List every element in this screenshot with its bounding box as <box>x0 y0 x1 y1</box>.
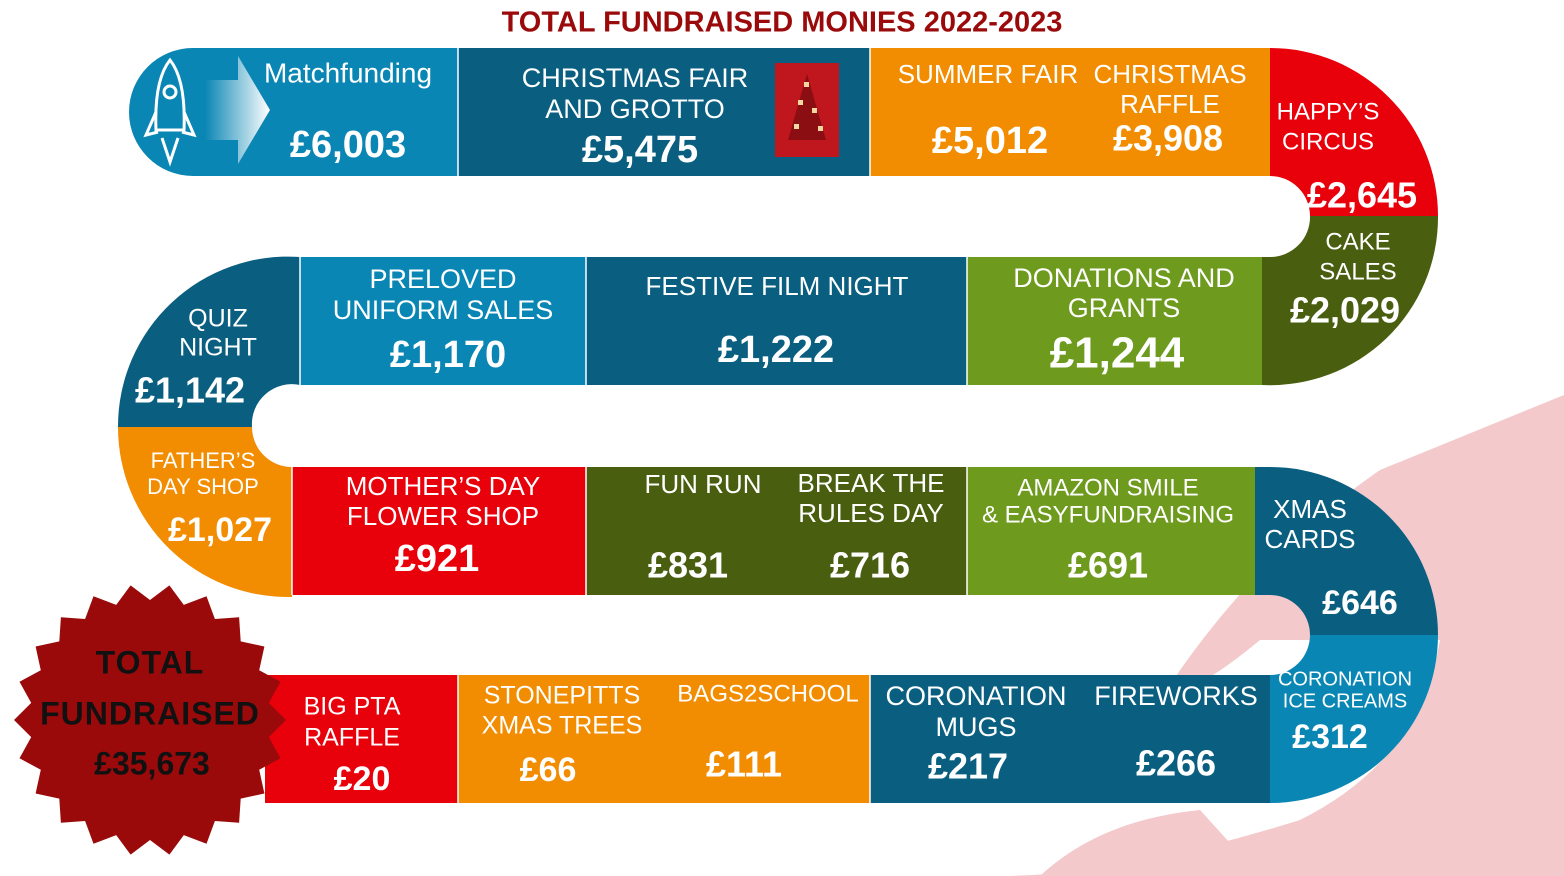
item-label: CARDS <box>1264 524 1355 554</box>
item-label: RAFFLE <box>1120 89 1220 119</box>
item-amount: £1,244 <box>1050 329 1185 378</box>
item-label: BREAK THE <box>798 468 945 498</box>
item-amount: £1,222 <box>718 329 834 371</box>
item-label: FLOWER SHOP <box>347 501 539 531</box>
item-label: AMAZON SMILE <box>1017 474 1198 501</box>
title: TOTAL FUNDRAISED MONIES 2022-2023 <box>502 7 1063 39</box>
item-amount: £1,027 <box>168 511 272 549</box>
item-amount: £2,645 <box>1307 175 1417 216</box>
item-amount: £266 <box>1136 743 1216 784</box>
item-label: CHRISTMAS <box>1093 59 1246 89</box>
item-amount: £312 <box>1292 718 1368 756</box>
item-amount: £691 <box>1068 545 1148 586</box>
item-label: HAPPY’S <box>1277 98 1380 125</box>
item-label: RAFFLE <box>304 724 400 752</box>
item-amount: £20 <box>334 760 391 798</box>
item-amount: £921 <box>395 538 480 580</box>
tree-image <box>775 63 839 157</box>
item-amount: £2,029 <box>1290 290 1400 331</box>
item-label: NIGHT <box>179 334 257 362</box>
item-amount: £1,170 <box>390 334 506 376</box>
item-label: FESTIVE FILM NIGHT <box>646 271 909 301</box>
item-amount: £1,142 <box>135 370 245 411</box>
item-label: CHRISTMAS FAIR <box>522 63 749 93</box>
item-label: DONATIONS AND <box>1013 263 1235 293</box>
item-label: FATHER’S <box>151 448 256 473</box>
item-label: GRANTS <box>1068 293 1181 323</box>
item-label: PRELOVED <box>369 264 516 294</box>
total-label: FUNDRAISED <box>40 695 260 731</box>
item-amount: £66 <box>520 751 577 789</box>
item-label: MUGS <box>936 712 1017 742</box>
item-label: CORONATION <box>886 681 1067 711</box>
item-label: XMAS <box>1273 494 1347 524</box>
item-label: UNIFORM SALES <box>333 295 554 325</box>
item-amount: £217 <box>928 746 1008 787</box>
item-amount: £716 <box>830 545 910 586</box>
item-amount: £5,475 <box>582 129 698 171</box>
item-amount: £5,012 <box>932 120 1048 162</box>
item-label: SUMMER FAIR <box>898 59 1079 89</box>
arrow-icon <box>205 56 270 164</box>
total-label: TOTAL <box>96 644 205 680</box>
background-decoration <box>1000 395 1564 876</box>
item-amount: £831 <box>648 545 728 586</box>
item-label: Matchfunding <box>264 57 432 88</box>
item-label: BAGS2SCHOOL <box>677 680 858 707</box>
item-label: DAY SHOP <box>147 474 259 499</box>
item-amount: £646 <box>1322 584 1398 622</box>
item-label: SALES <box>1319 258 1396 285</box>
item-label: CORONATION <box>1278 668 1412 690</box>
item-label: AND GROTTO <box>545 94 725 124</box>
item-amount: £6,003 <box>290 124 406 166</box>
item-label: ICE CREAMS <box>1283 690 1407 712</box>
item-label: XMAS TREES <box>482 712 643 740</box>
item-label: FIREWORKS <box>1094 681 1258 711</box>
item-label: CIRCUS <box>1282 128 1374 155</box>
item-label: MOTHER’S DAY <box>346 471 541 501</box>
item-amount: £3,908 <box>1113 118 1223 159</box>
item-label: STONEPITTS <box>484 682 641 710</box>
item-amount: £111 <box>706 744 782 785</box>
item-label: CAKE <box>1325 228 1390 255</box>
total-badge <box>14 585 286 855</box>
board <box>117 48 1439 803</box>
item-label: QUIZ <box>188 305 248 333</box>
item-label: FUN RUN <box>645 469 762 499</box>
item-label: & EASYFUNDRAISING <box>982 501 1234 528</box>
total-amount: £35,673 <box>94 745 210 781</box>
rocket-icon <box>143 57 197 167</box>
item-label: RULES DAY <box>798 498 943 528</box>
item-label: BIG PTA <box>304 693 401 721</box>
